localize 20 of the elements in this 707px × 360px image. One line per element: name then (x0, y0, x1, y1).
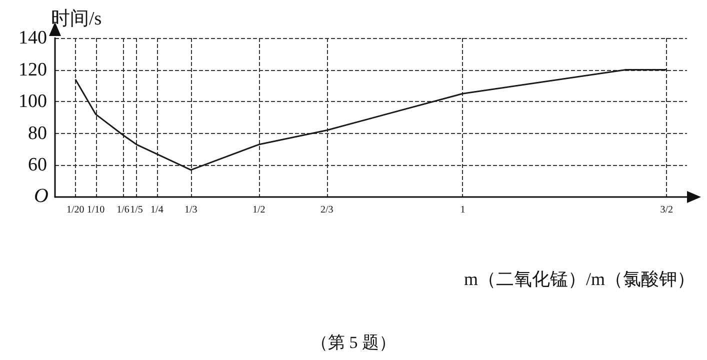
x-tick-label: 2/3 (320, 204, 334, 216)
y-tick-label: 100 (18, 91, 47, 112)
y-tick-label: 60 (28, 154, 47, 176)
x-tick-label: 1 (460, 204, 466, 216)
x-tick-label: 1/3 (184, 204, 198, 216)
x-tick-label: 1/10 (86, 204, 105, 216)
x-tick-label: 1/4 (150, 204, 164, 216)
y-tick-label: 140 (18, 28, 47, 48)
x-tick-label: 1/6 (116, 204, 130, 216)
y-tick-label: 120 (18, 59, 47, 80)
x-axis-title: m（二氧化锰）/m（氯酸钾） (464, 269, 696, 289)
x-tick-label: 1/2 (252, 204, 266, 216)
text: O (34, 185, 48, 207)
line-series (74, 69, 668, 171)
x-tick-label: 1/20 (66, 204, 84, 216)
text: （第 5 题） (311, 333, 396, 352)
x-tick-label: 3/2 (660, 204, 674, 216)
x-tick-label: 1/5 (130, 204, 143, 216)
y-axis-title: 时间/s (51, 8, 102, 30)
y-tick-label: 80 (28, 122, 47, 144)
